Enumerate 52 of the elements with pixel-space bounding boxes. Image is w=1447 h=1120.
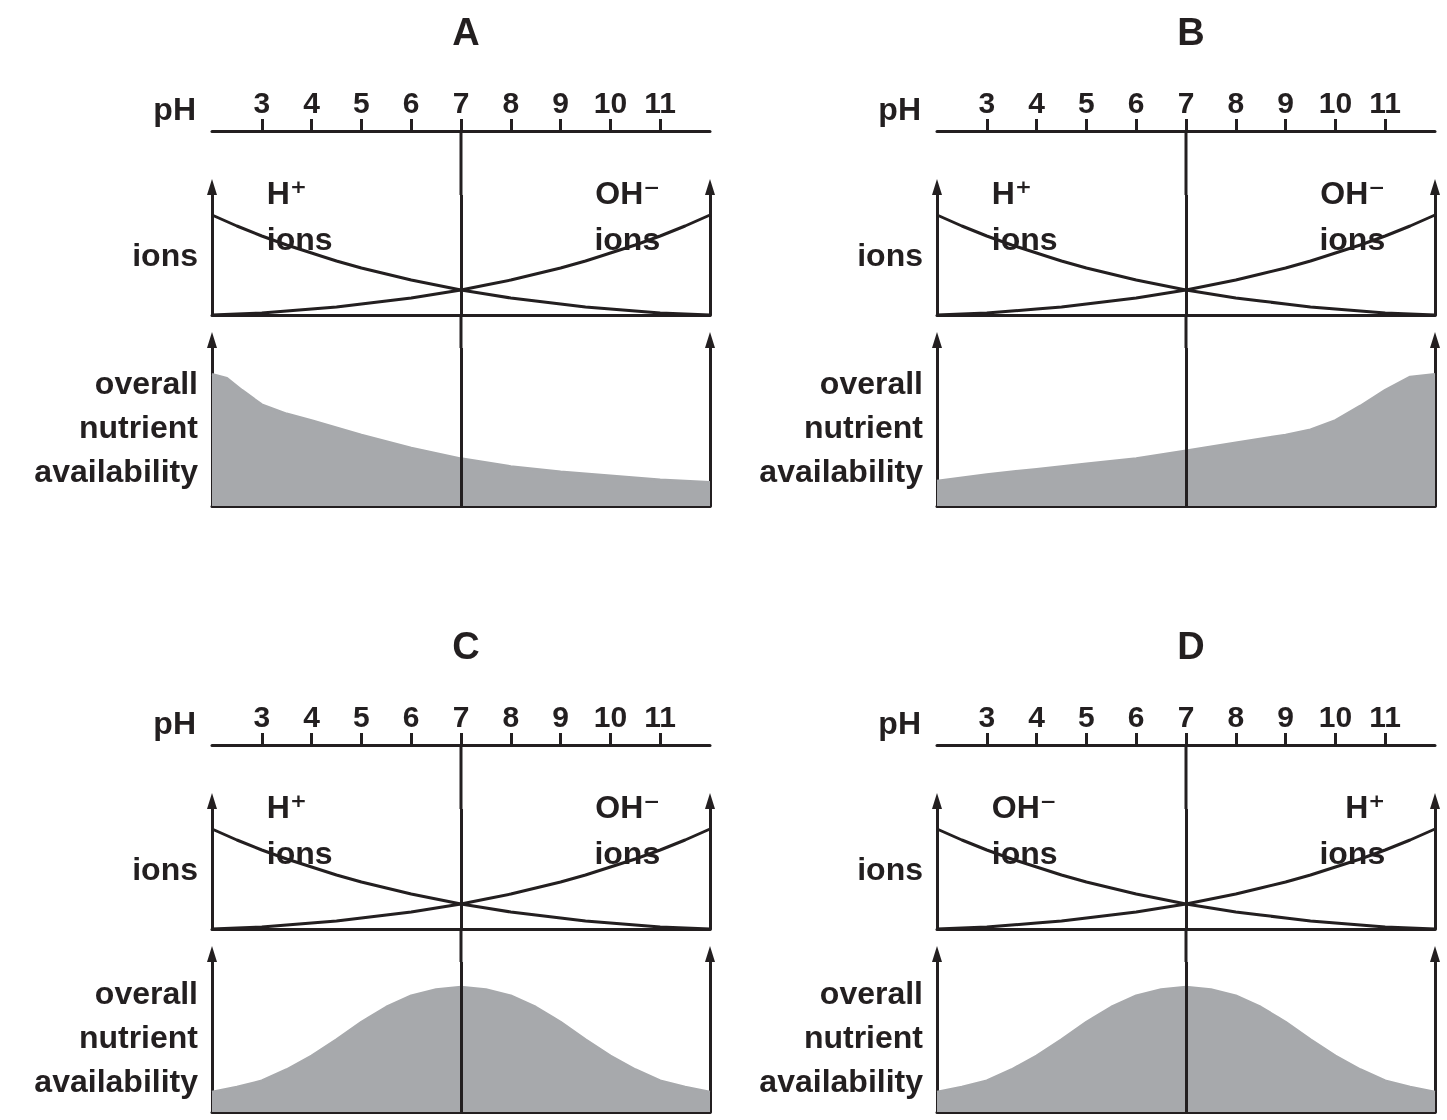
x-tick-label: 11 [644,699,677,733]
x-tick-label: 10 [593,85,628,119]
x-tick-label: 11 [1369,85,1402,119]
y-axis-title: overall nutrient availability [34,365,199,489]
x-tick-label: 4 [1028,85,1046,119]
x-tick-label: 7 [452,85,470,119]
x-tick-label: 8 [1227,699,1245,733]
x-tick-label: 11 [644,85,677,119]
x-tick-label: 5 [1078,85,1095,119]
x-axis-title: pH [878,91,921,127]
x-tick-label: 6 [402,699,420,733]
x-tick-label: 6 [1127,85,1145,119]
x-tick-label: 4 [303,85,321,119]
x-tick-label: 6 [1127,699,1145,733]
x-tick-label: 4 [1028,699,1046,733]
x-tick-label: 8 [502,699,520,733]
x-tick-label: 3 [978,699,996,733]
x-tick-label: 8 [1227,85,1245,119]
x-tick-label: 7 [1177,699,1195,733]
x-tick-label: 5 [1078,699,1095,733]
y-axis-title: ions [857,237,923,273]
x-tick-label: 3 [978,85,996,119]
chart-title: B [1177,11,1205,53]
x-tick-label: 3 [253,85,271,119]
y-axis-title: overall nutrient availability [759,975,924,1099]
x-tick-label: 9 [1277,699,1294,733]
chart-title: D [1177,625,1205,667]
y-axis-title: overall nutrient availability [34,975,199,1099]
y-axis-title: ions [132,851,198,887]
x-tick-label: 5 [353,85,370,119]
x-axis-title: pH [878,705,921,741]
x-tick-label: 3 [253,699,271,733]
x-tick-label: 10 [593,699,628,733]
chart-title: A [452,11,480,53]
x-tick-label: 4 [303,699,321,733]
x-tick-label: 7 [452,699,470,733]
x-tick-label: 9 [1277,85,1294,119]
y-axis-title: ions [857,851,923,887]
x-tick-label: 5 [353,699,370,733]
x-tick-label: 9 [552,85,569,119]
x-tick-label: 11 [1369,699,1402,733]
x-tick-label: 9 [552,699,569,733]
x-tick-label: 6 [402,85,420,119]
y-axis-title: overall nutrient availability [759,365,924,489]
x-axis-title: pH [153,705,196,741]
x-tick-label: 10 [1318,699,1353,733]
x-tick-label: 10 [1318,85,1353,119]
x-axis-title: pH [153,91,196,127]
x-tick-label: 7 [1177,85,1195,119]
y-axis-title: ions [132,237,198,273]
x-tick-label: 8 [502,85,520,119]
chart-title: C [452,625,480,667]
